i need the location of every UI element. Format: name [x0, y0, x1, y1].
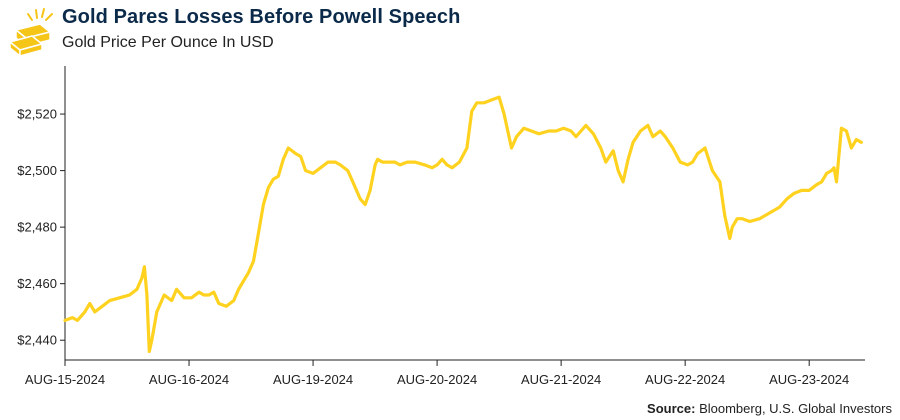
source-note: Source: Bloomberg, U.S. Global Investors — [647, 401, 892, 416]
y-tick-label: $2,520 — [17, 107, 57, 122]
x-tick-label: AUG-21-2024 — [521, 372, 601, 387]
x-tick-label: AUG-22-2024 — [645, 372, 725, 387]
chart-subtitle: Gold Price Per Ounce In USD — [62, 34, 274, 51]
chart-title: Gold Pares Losses Before Powell Speech — [62, 6, 461, 28]
source-text: Bloomberg, U.S. Global Investors — [699, 401, 892, 416]
x-tick-label: AUG-15-2024 — [25, 372, 105, 387]
x-tick-label: AUG-20-2024 — [397, 372, 477, 387]
source-label: Source: — [647, 401, 696, 416]
y-tick-label: $2,440 — [17, 333, 57, 348]
ticks: $2,440 $2,460 $2,480 $2,500 $2,520 AUG-15-202… — [17, 107, 849, 387]
axes — [64, 66, 865, 361]
series-line-gold-price — [63, 95, 863, 354]
series — [63, 95, 863, 354]
y-tick-label: $2,460 — [17, 276, 57, 291]
y-tick-label: $2,480 — [17, 220, 57, 235]
y-tick-label: $2,500 — [17, 163, 57, 178]
x-tick-label: AUG-16-2024 — [149, 372, 229, 387]
x-tick-label: AUG-19-2024 — [273, 372, 353, 387]
x-tick-label: AUG-23-2024 — [769, 372, 849, 387]
gold-bars-icon — [9, 8, 53, 56]
